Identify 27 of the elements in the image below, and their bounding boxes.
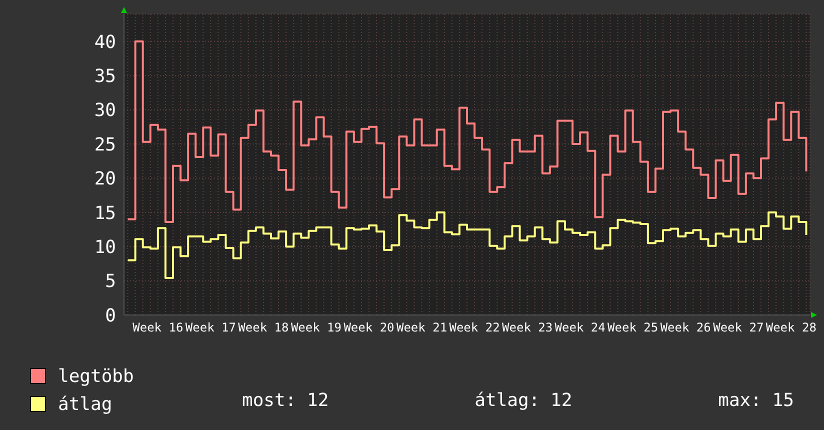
x-tick-label: Week 21 xyxy=(396,320,448,335)
x-tick-label: Week 27 xyxy=(713,320,764,335)
x-tick-label: Week 17 xyxy=(185,320,236,335)
x-tick-label: Week 23 xyxy=(502,320,553,335)
x-tick-label: Week 26 xyxy=(660,320,711,335)
x-tick-label: Week 16 xyxy=(132,320,184,335)
y-tick-label: 15 xyxy=(94,202,116,224)
y-tick-label: 10 xyxy=(94,236,116,258)
y-tick-label: 35 xyxy=(94,66,116,87)
y-tick-label: 40 xyxy=(94,32,116,53)
x-tick-label: Week 18 xyxy=(238,320,289,335)
y-tick-label: 5 xyxy=(105,271,116,292)
legend-label: legtöbb xyxy=(58,366,134,386)
y-tick-label: 20 xyxy=(94,168,116,190)
x-tick-label: Week 19 xyxy=(290,320,342,335)
x-tick-label: Week 25 xyxy=(608,320,658,335)
text: max: 15 xyxy=(718,390,794,411)
legend-label: átlag xyxy=(58,394,112,414)
y-tick-label: 25 xyxy=(94,134,116,156)
text: most: 12 xyxy=(242,390,329,411)
x-tick-label: Week 28 xyxy=(766,320,816,335)
text: átlag: 12 xyxy=(474,390,572,411)
x-tick-label: Week 22 xyxy=(449,320,500,335)
y-tick-label: 30 xyxy=(94,100,116,122)
y-tick-label: 0 xyxy=(105,305,116,326)
x-tick-label: Week 24 xyxy=(554,320,606,335)
x-tick-label: Week 20 xyxy=(344,320,394,335)
